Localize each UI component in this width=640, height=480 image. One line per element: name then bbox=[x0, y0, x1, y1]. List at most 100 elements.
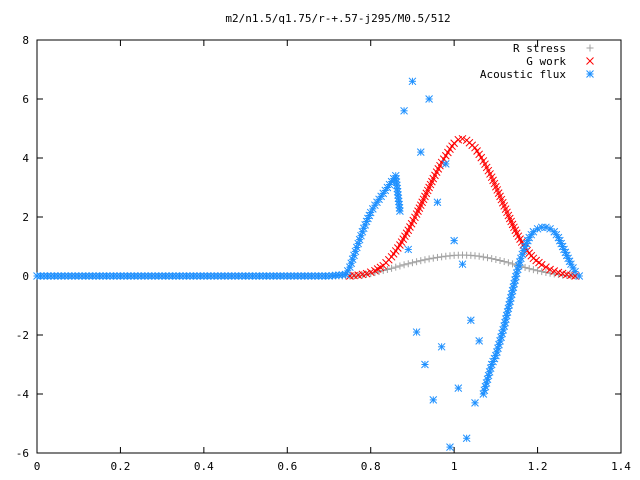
x-tick-label: 0.6 bbox=[277, 460, 297, 473]
r-stress-point bbox=[492, 255, 500, 263]
r-stress-point bbox=[433, 253, 441, 261]
r-stress-point bbox=[538, 268, 546, 276]
r-stress-point bbox=[488, 255, 496, 263]
r-stress-point bbox=[383, 266, 391, 274]
acoustic-flux-point bbox=[462, 434, 471, 443]
acoustic-flux-point bbox=[446, 443, 454, 451]
acoustic-flux-point bbox=[404, 245, 413, 254]
acoustic-flux-point bbox=[454, 384, 463, 392]
x-tick-label: 0.8 bbox=[361, 460, 381, 473]
g-work-point bbox=[441, 151, 450, 160]
legend-marker-g-work bbox=[586, 57, 594, 65]
r-stress-point bbox=[529, 266, 537, 274]
g-work-point bbox=[473, 147, 481, 155]
r-stress-point bbox=[534, 267, 542, 275]
acoustic-flux-point bbox=[341, 270, 350, 279]
acoustic-flux-point bbox=[513, 265, 522, 274]
r-stress-point bbox=[542, 268, 550, 276]
r-stress-point bbox=[396, 262, 404, 270]
acoustic-flux-point bbox=[487, 360, 496, 369]
legend-label-acoustic-flux: Acoustic flux bbox=[480, 68, 566, 81]
g-work-point bbox=[542, 263, 550, 272]
g-work-point bbox=[546, 265, 554, 274]
r-stress-point bbox=[504, 259, 512, 267]
g-work-point bbox=[477, 153, 486, 162]
acoustic-flux-point bbox=[408, 77, 417, 86]
acoustic-flux-point bbox=[562, 251, 571, 260]
acoustic-flux-point bbox=[429, 396, 438, 404]
g-work-point bbox=[437, 158, 446, 167]
r-stress-point bbox=[429, 254, 437, 262]
acoustic-flux-point bbox=[441, 160, 450, 168]
g-work-point bbox=[444, 148, 452, 157]
legend-label-g-work: G work bbox=[526, 55, 566, 68]
acoustic-flux-point bbox=[529, 227, 538, 236]
r-stress-point bbox=[479, 253, 487, 261]
legend-marker-r-stress bbox=[586, 44, 594, 52]
acoustic-flux-point bbox=[396, 207, 404, 215]
y-tick-label: 2 bbox=[22, 211, 29, 224]
r-stress-point bbox=[525, 265, 533, 273]
acoustic-flux-point bbox=[575, 272, 584, 280]
g-work-point bbox=[537, 260, 546, 269]
r-stress-point bbox=[484, 254, 492, 262]
plot-frame bbox=[36, 39, 622, 454]
r-stress-point bbox=[500, 258, 508, 266]
y-tick-label: 8 bbox=[22, 34, 29, 47]
legend-marker bbox=[586, 57, 594, 65]
r-stress-point bbox=[417, 257, 425, 265]
x-tick-label: 1.2 bbox=[528, 460, 548, 473]
y-tick-label: -6 bbox=[16, 447, 29, 460]
acoustic-flux-point bbox=[425, 95, 433, 103]
r-stress-point bbox=[509, 260, 517, 268]
r-stress-point bbox=[404, 260, 412, 268]
g-work-point bbox=[475, 150, 484, 159]
y-tick-label: 0 bbox=[22, 270, 29, 283]
legend-marker-acoustic-flux bbox=[586, 70, 594, 78]
r-stress-point bbox=[425, 255, 433, 263]
r-stress-point bbox=[408, 259, 416, 267]
r-stress-point bbox=[413, 258, 421, 266]
r-stress-point bbox=[475, 252, 483, 260]
axes: 0 0.2 0.4 0.6 0.8 1 1.2 1.4 -6 -4 -2 0 2 4 6 8 bbox=[16, 34, 632, 473]
acoustic-flux-point bbox=[365, 211, 374, 220]
r-stress-point bbox=[392, 263, 400, 271]
g-work-point bbox=[550, 267, 559, 275]
x-tick-label: 1 bbox=[451, 460, 458, 473]
r-stress-point bbox=[388, 264, 396, 272]
acoustic-flux-point bbox=[475, 337, 484, 345]
acoustic-flux-point bbox=[561, 248, 570, 257]
acoustic-flux-point bbox=[458, 260, 467, 269]
acoustic-flux-point bbox=[560, 245, 568, 254]
acoustic-flux-point bbox=[368, 205, 377, 213]
r-stress-point bbox=[521, 263, 529, 271]
x-tick-label: 0.4 bbox=[194, 460, 214, 473]
legend: R stress G work Acoustic flux bbox=[480, 42, 594, 81]
legend-marker bbox=[586, 70, 594, 78]
x-tick-label: 0.2 bbox=[110, 460, 130, 473]
acoustic-flux-point bbox=[555, 236, 564, 245]
y-tick-label: 6 bbox=[22, 93, 29, 106]
r-stress-point bbox=[496, 257, 504, 265]
r-stress-point bbox=[367, 270, 375, 278]
g-work-point bbox=[362, 269, 371, 278]
r-stress-point bbox=[438, 253, 446, 261]
y-tick-label: -2 bbox=[16, 329, 29, 342]
g-work-point bbox=[471, 143, 479, 152]
y-tick-label: 4 bbox=[22, 152, 29, 165]
x-tick-label: 1.4 bbox=[611, 460, 631, 473]
acoustic-flux-point bbox=[421, 360, 429, 369]
acoustic-flux-point bbox=[433, 198, 442, 207]
acoustic-flux-point bbox=[521, 242, 529, 251]
data-marks bbox=[33, 77, 584, 451]
g-work-point bbox=[458, 134, 467, 143]
r-stress-point bbox=[421, 256, 429, 264]
x-tick-label: 0 bbox=[34, 460, 41, 473]
acoustic-flux-point bbox=[471, 398, 479, 407]
acoustic-flux-point bbox=[375, 195, 383, 204]
y-tick-label: -4 bbox=[16, 388, 30, 401]
acoustic-flux-point bbox=[416, 148, 425, 156]
legend-label-r-stress: R stress bbox=[513, 42, 566, 55]
acoustic-flux-point bbox=[450, 236, 458, 245]
